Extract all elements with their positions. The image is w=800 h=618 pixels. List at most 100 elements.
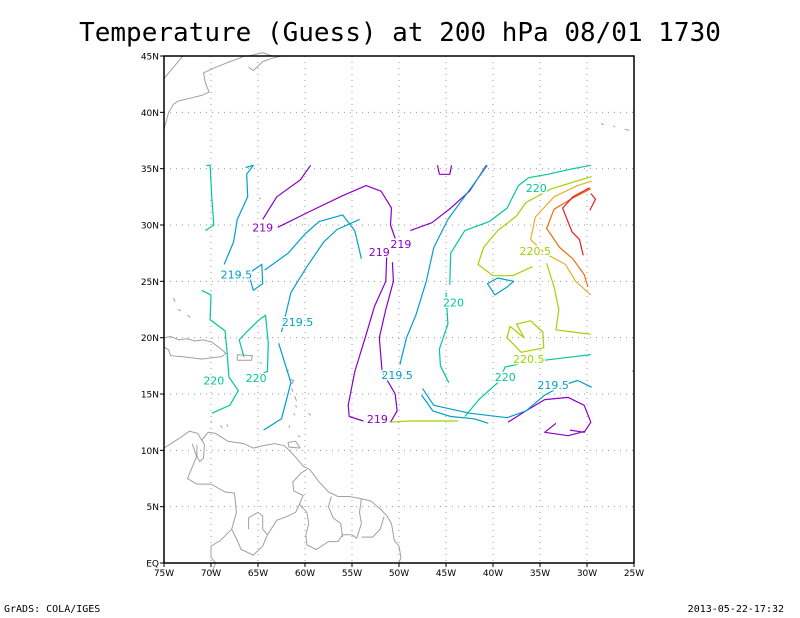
lon-tick-label: 70W	[201, 569, 221, 579]
contour-label: 219	[252, 221, 273, 234]
coastline-segment	[308, 412, 311, 416]
lat-tick-label: 5N	[147, 503, 159, 513]
contour-line	[436, 165, 453, 175]
lon-tick-label: 40W	[483, 569, 503, 579]
contour-line	[223, 164, 254, 265]
coastline-segment	[291, 388, 294, 392]
footer-timestamp: 2013-05-22-17:32	[687, 604, 784, 615]
lon-tick-label: 25W	[624, 569, 644, 579]
contour-label: 219	[390, 238, 411, 251]
coastline-segment	[210, 420, 213, 423]
contour-line	[544, 422, 586, 437]
lat-tick-label: 10N	[141, 447, 159, 457]
contour-line	[277, 185, 396, 239]
contour-label: 219.5	[381, 369, 413, 382]
contour-line	[264, 214, 362, 271]
footer-software: GrADS: COLA/IGES	[4, 604, 101, 615]
contour-line	[248, 263, 264, 291]
map-frame	[163, 55, 635, 564]
contour-label: 220	[203, 374, 224, 387]
contour-line	[262, 164, 312, 220]
contour-label: 220.5	[513, 353, 545, 366]
contour-line	[562, 187, 591, 256]
contour-line	[238, 314, 269, 379]
coastline-segment	[297, 435, 301, 438]
contour-line	[280, 218, 360, 333]
coastline-segment	[327, 496, 344, 538]
coastline-segment	[248, 52, 273, 57]
coastline-segment	[163, 335, 227, 360]
coastline-segment	[186, 444, 308, 556]
contour-label: 220	[246, 372, 267, 385]
lon-tick-label: 60W	[295, 569, 315, 579]
coastline-segment	[187, 314, 191, 318]
lat-tick-label: 30N	[141, 222, 159, 232]
grid-lines	[163, 55, 635, 564]
coastline-segment	[259, 362, 263, 365]
coastlines	[163, 52, 635, 575]
coastline-segment	[210, 528, 233, 575]
lat-tick-label: EQ	[146, 560, 159, 570]
contour-line	[399, 164, 488, 365]
contour-line	[464, 354, 591, 417]
coastline-segment	[226, 424, 229, 427]
lat-tick-label: 25N	[141, 278, 159, 288]
coastline-segment	[163, 55, 245, 130]
lat-tick-label: 45N	[141, 53, 159, 63]
lon-tick-label: 35W	[530, 569, 550, 579]
contour-labels: 219219219219219.5219.5219.5219.522022022…	[202, 180, 571, 427]
coastline-segment	[288, 425, 291, 428]
contour-line	[546, 188, 592, 288]
contour-line	[378, 262, 398, 423]
axis-ticks: 75W 70W 65W 60W 55W 50W 45W 40W 35W 30W 25W EQ 5N 10N…	[141, 53, 644, 580]
contour-line	[477, 176, 592, 277]
contour-label: 220	[495, 371, 516, 384]
coastline-segment	[287, 440, 301, 449]
temperature-contours	[201, 164, 597, 437]
contour-line	[530, 180, 592, 296]
lat-tick-label: 40N	[141, 109, 159, 119]
contour-line	[205, 164, 215, 232]
coastline-segment	[289, 378, 295, 385]
coastline-segment	[294, 396, 297, 401]
lat-tick-label: 15N	[141, 391, 159, 401]
contour-line	[438, 292, 450, 383]
contour-line	[263, 343, 292, 431]
lat-tick-label: 35N	[141, 165, 159, 175]
coastline-segment	[191, 438, 205, 463]
contour-label: 220	[526, 182, 547, 195]
contour-line	[589, 193, 597, 211]
coastline-segment	[248, 511, 268, 536]
lon-tick-label: 45W	[436, 569, 456, 579]
contour-line	[422, 379, 592, 419]
coastline-segment	[220, 425, 223, 429]
contour-label: 219.5	[537, 379, 569, 392]
coastline-segment	[293, 412, 296, 416]
coastline-segment	[236, 354, 254, 361]
contour-line	[389, 420, 459, 423]
contour-label: 220	[443, 297, 464, 310]
coastline-segment	[163, 430, 402, 564]
contour-line	[486, 277, 515, 296]
lon-tick-label: 50W	[389, 569, 409, 579]
lon-tick-label: 30W	[577, 569, 597, 579]
coastline-segment	[177, 309, 182, 312]
coastline-segment	[624, 128, 630, 131]
contour-line	[546, 263, 591, 335]
coastline-segment	[163, 55, 184, 79]
contour-line	[201, 289, 239, 414]
lon-tick-label: 55W	[342, 569, 362, 579]
contour-line	[410, 164, 487, 232]
contour-line	[449, 164, 591, 285]
coastline-segment	[248, 55, 291, 72]
lon-tick-label: 65W	[248, 569, 268, 579]
coastline-segment	[295, 405, 297, 408]
contour-label: 219.5	[221, 269, 253, 282]
map-title: Temperature (Guess) at 200 hPa 08/01 173…	[79, 18, 721, 48]
lon-tick-label: 75W	[154, 569, 174, 579]
contour-line	[421, 394, 489, 424]
contour-line	[506, 320, 545, 353]
lat-tick-label: 20N	[141, 334, 159, 344]
coastline-segment	[600, 123, 605, 126]
